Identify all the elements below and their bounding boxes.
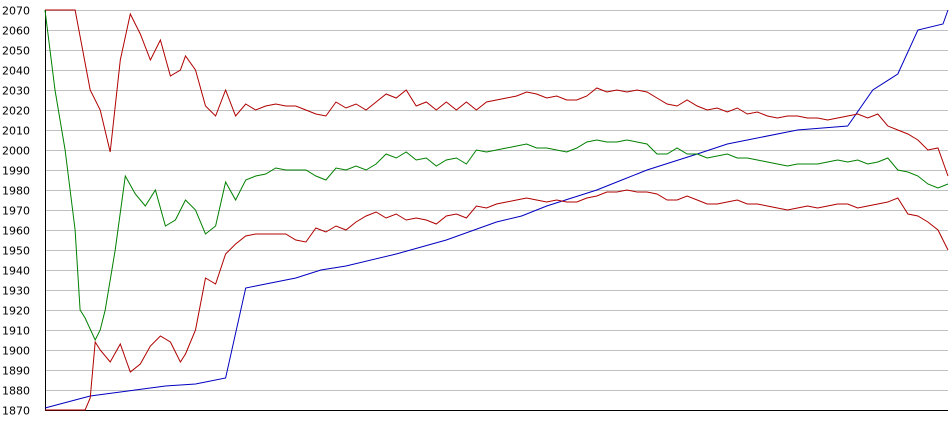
y-tick-label: 1950: [2, 245, 30, 258]
y-tick-label: 2070: [2, 5, 30, 18]
y-tick-label: 1960: [2, 225, 30, 238]
series-line-3: [44, 9, 949, 342]
series-line-4: [45, 189, 949, 411]
y-tick-label: 2030: [2, 85, 30, 98]
y-tick-label: 2010: [2, 125, 30, 138]
y-tick-label: 2020: [2, 105, 30, 118]
y-tick-label: 1980: [2, 185, 30, 198]
y-tick-label: 1870: [2, 405, 30, 418]
y-tick-label: 1920: [2, 305, 30, 318]
y-tick-label: 1930: [2, 285, 30, 298]
y-tick-label: 1970: [2, 205, 30, 218]
y-tick-label: 2060: [2, 25, 30, 38]
y-tick-label: 1910: [2, 325, 30, 338]
y-tick-label: 2050: [2, 45, 30, 58]
y-tick-labels: 1870 1880 1890 1900 1910 1920 1930 1940 1950 1960…: [2, 5, 30, 418]
series-line-1: [44, 9, 949, 409]
y-tick-label: 1940: [2, 265, 30, 278]
y-tick-label: 2000: [2, 145, 30, 158]
series-line-2: [45, 9, 949, 177]
y-tick-label: 1900: [2, 345, 30, 358]
y-tick-label: 2040: [2, 65, 30, 78]
series-lines: [44, 9, 949, 411]
y-tick-label: 1880: [2, 385, 30, 398]
y-tick-label: 1890: [2, 365, 30, 378]
y-tick-label: 1990: [2, 165, 30, 178]
